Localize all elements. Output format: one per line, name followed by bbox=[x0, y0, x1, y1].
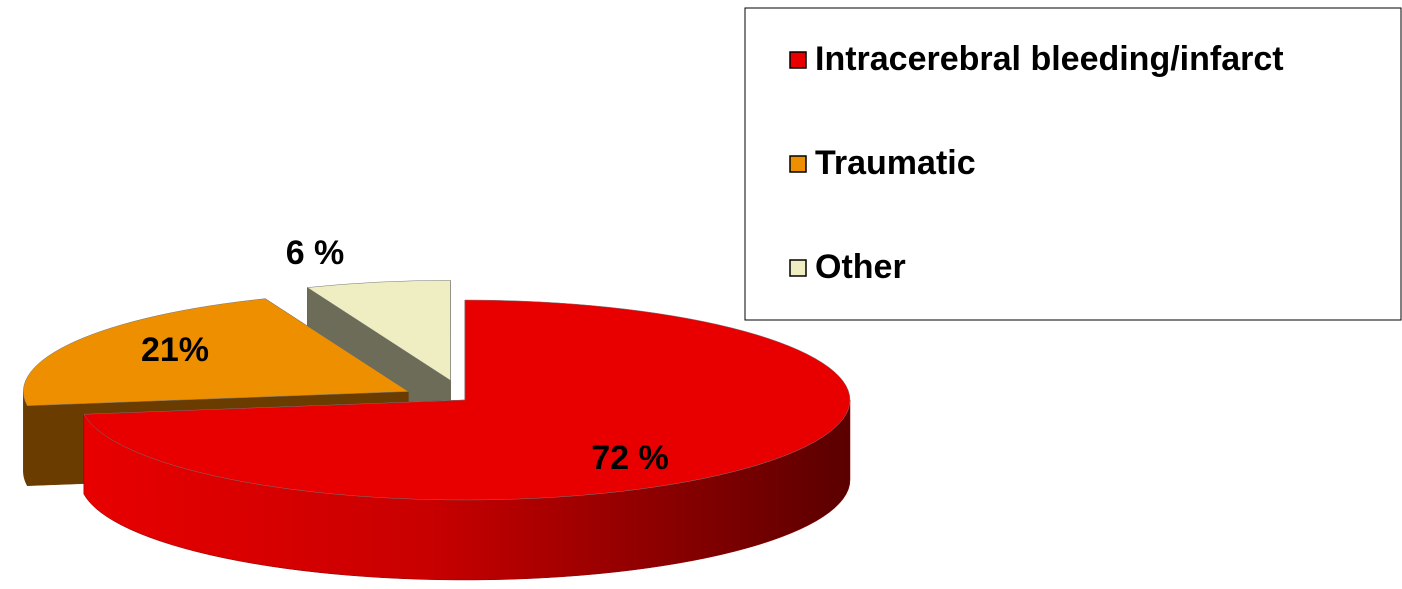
slice-top bbox=[83, 299, 851, 501]
legend-label: Traumatic bbox=[815, 144, 976, 182]
slice-outer-side bbox=[23, 391, 28, 486]
data-label: 72 % bbox=[591, 439, 669, 477]
data-label: 6 % bbox=[286, 234, 345, 272]
slice-top bbox=[23, 298, 410, 406]
legend-swatch bbox=[789, 259, 807, 277]
data-label: 21% bbox=[141, 331, 209, 369]
legend-label: Other bbox=[815, 248, 906, 286]
legend-box bbox=[744, 7, 1402, 321]
legend-swatch bbox=[789, 155, 807, 173]
legend-label: Intracerebral bleeding/infarct bbox=[815, 40, 1284, 78]
pie-slice bbox=[83, 299, 851, 581]
legend-swatch bbox=[789, 51, 807, 69]
slice-top bbox=[306, 280, 451, 381]
